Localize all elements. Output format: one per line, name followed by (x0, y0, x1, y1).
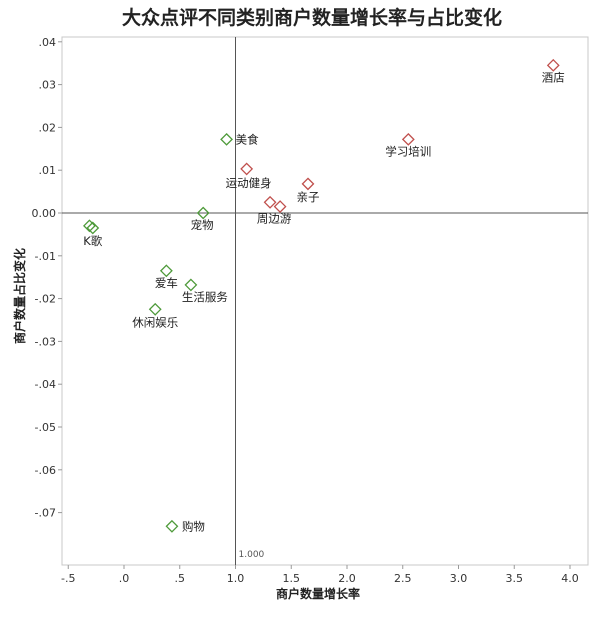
data-point-marker (546, 58, 560, 72)
x-tick-label: 3.5 (506, 572, 524, 585)
data-point-marker (148, 302, 162, 316)
x-tick-label: .5 (175, 572, 186, 585)
x-tick-label: 1.0 (227, 572, 245, 585)
data-point-marker (86, 221, 100, 235)
data-point-label: 美食 (236, 132, 259, 146)
x-tick-label: 2.5 (394, 572, 412, 585)
data-point-label: 休闲娱乐 (132, 315, 178, 329)
y-tick-label: .01 (39, 164, 57, 177)
reference-line-label: 1.000 (239, 550, 265, 560)
data-point-label: 酒店 (542, 70, 565, 84)
data-point-marker (263, 195, 277, 209)
data-point-label: 运动健身 (226, 176, 272, 190)
reference-lines: 1.000 (62, 37, 588, 565)
data-point-marker (196, 206, 210, 220)
x-tick-label: 3.0 (450, 572, 468, 585)
data-point-label: 爱车 (155, 276, 178, 290)
x-tick-label: .0 (119, 572, 130, 585)
data-point-label: 学习培训 (385, 144, 431, 158)
y-tick-label: 0.00 (32, 207, 57, 220)
data-point-marker (83, 219, 96, 233)
y-tick-label: -.04 (35, 378, 56, 391)
data-point-label: 生活服务 (182, 290, 228, 304)
y-tick-label: -.03 (35, 335, 56, 348)
y-axis-title: 商户数量占比变化 (12, 248, 27, 344)
x-axis-title: 商户数量增长率 (276, 586, 360, 601)
chart-title: 大众点评不同类别商户数量增长率与占比变化 (122, 6, 502, 29)
x-axis-ticks: -.5 .0 .5 1.0 1.5 2.0 2.5 3.0 3.5 4.0 (61, 565, 579, 585)
data-point-label: 购物 (182, 519, 205, 533)
data-point-marker (240, 162, 254, 176)
data-point-marker (159, 264, 173, 278)
y-tick-label: -.01 (35, 250, 56, 263)
data-point-label: 亲子 (296, 190, 319, 204)
data-point-marker (301, 177, 315, 191)
data-point-marker (184, 278, 198, 292)
y-tick-label: -.07 (35, 507, 56, 520)
y-axis-ticks: .04 .03 .02 .01 0.00 -.01 -.02 -.03 -.04 -.05 -.06… (32, 36, 62, 520)
x-tick-label: 4.0 (561, 572, 579, 585)
x-tick-label: 2.0 (338, 572, 356, 585)
y-tick-label: -.02 (35, 293, 56, 306)
data-point-marker (273, 200, 287, 213)
y-tick-label: -.06 (35, 464, 56, 477)
data-point-marker (165, 519, 179, 533)
data-point-label: 宠物 (191, 218, 214, 232)
y-tick-label: .02 (39, 121, 57, 134)
x-tick-label: -.5 (61, 572, 75, 585)
plot-frame (61, 36, 589, 566)
data-point-label: 周边游 (257, 212, 292, 226)
y-tick-label: -.05 (35, 421, 56, 434)
data-point-marker (401, 132, 415, 146)
y-tick-label: .04 (39, 36, 57, 49)
y-tick-label: .03 (39, 79, 57, 92)
x-tick-label: 1.5 (283, 572, 301, 585)
data-point-label: K歌 (83, 234, 103, 248)
data-point-marker (220, 132, 233, 146)
